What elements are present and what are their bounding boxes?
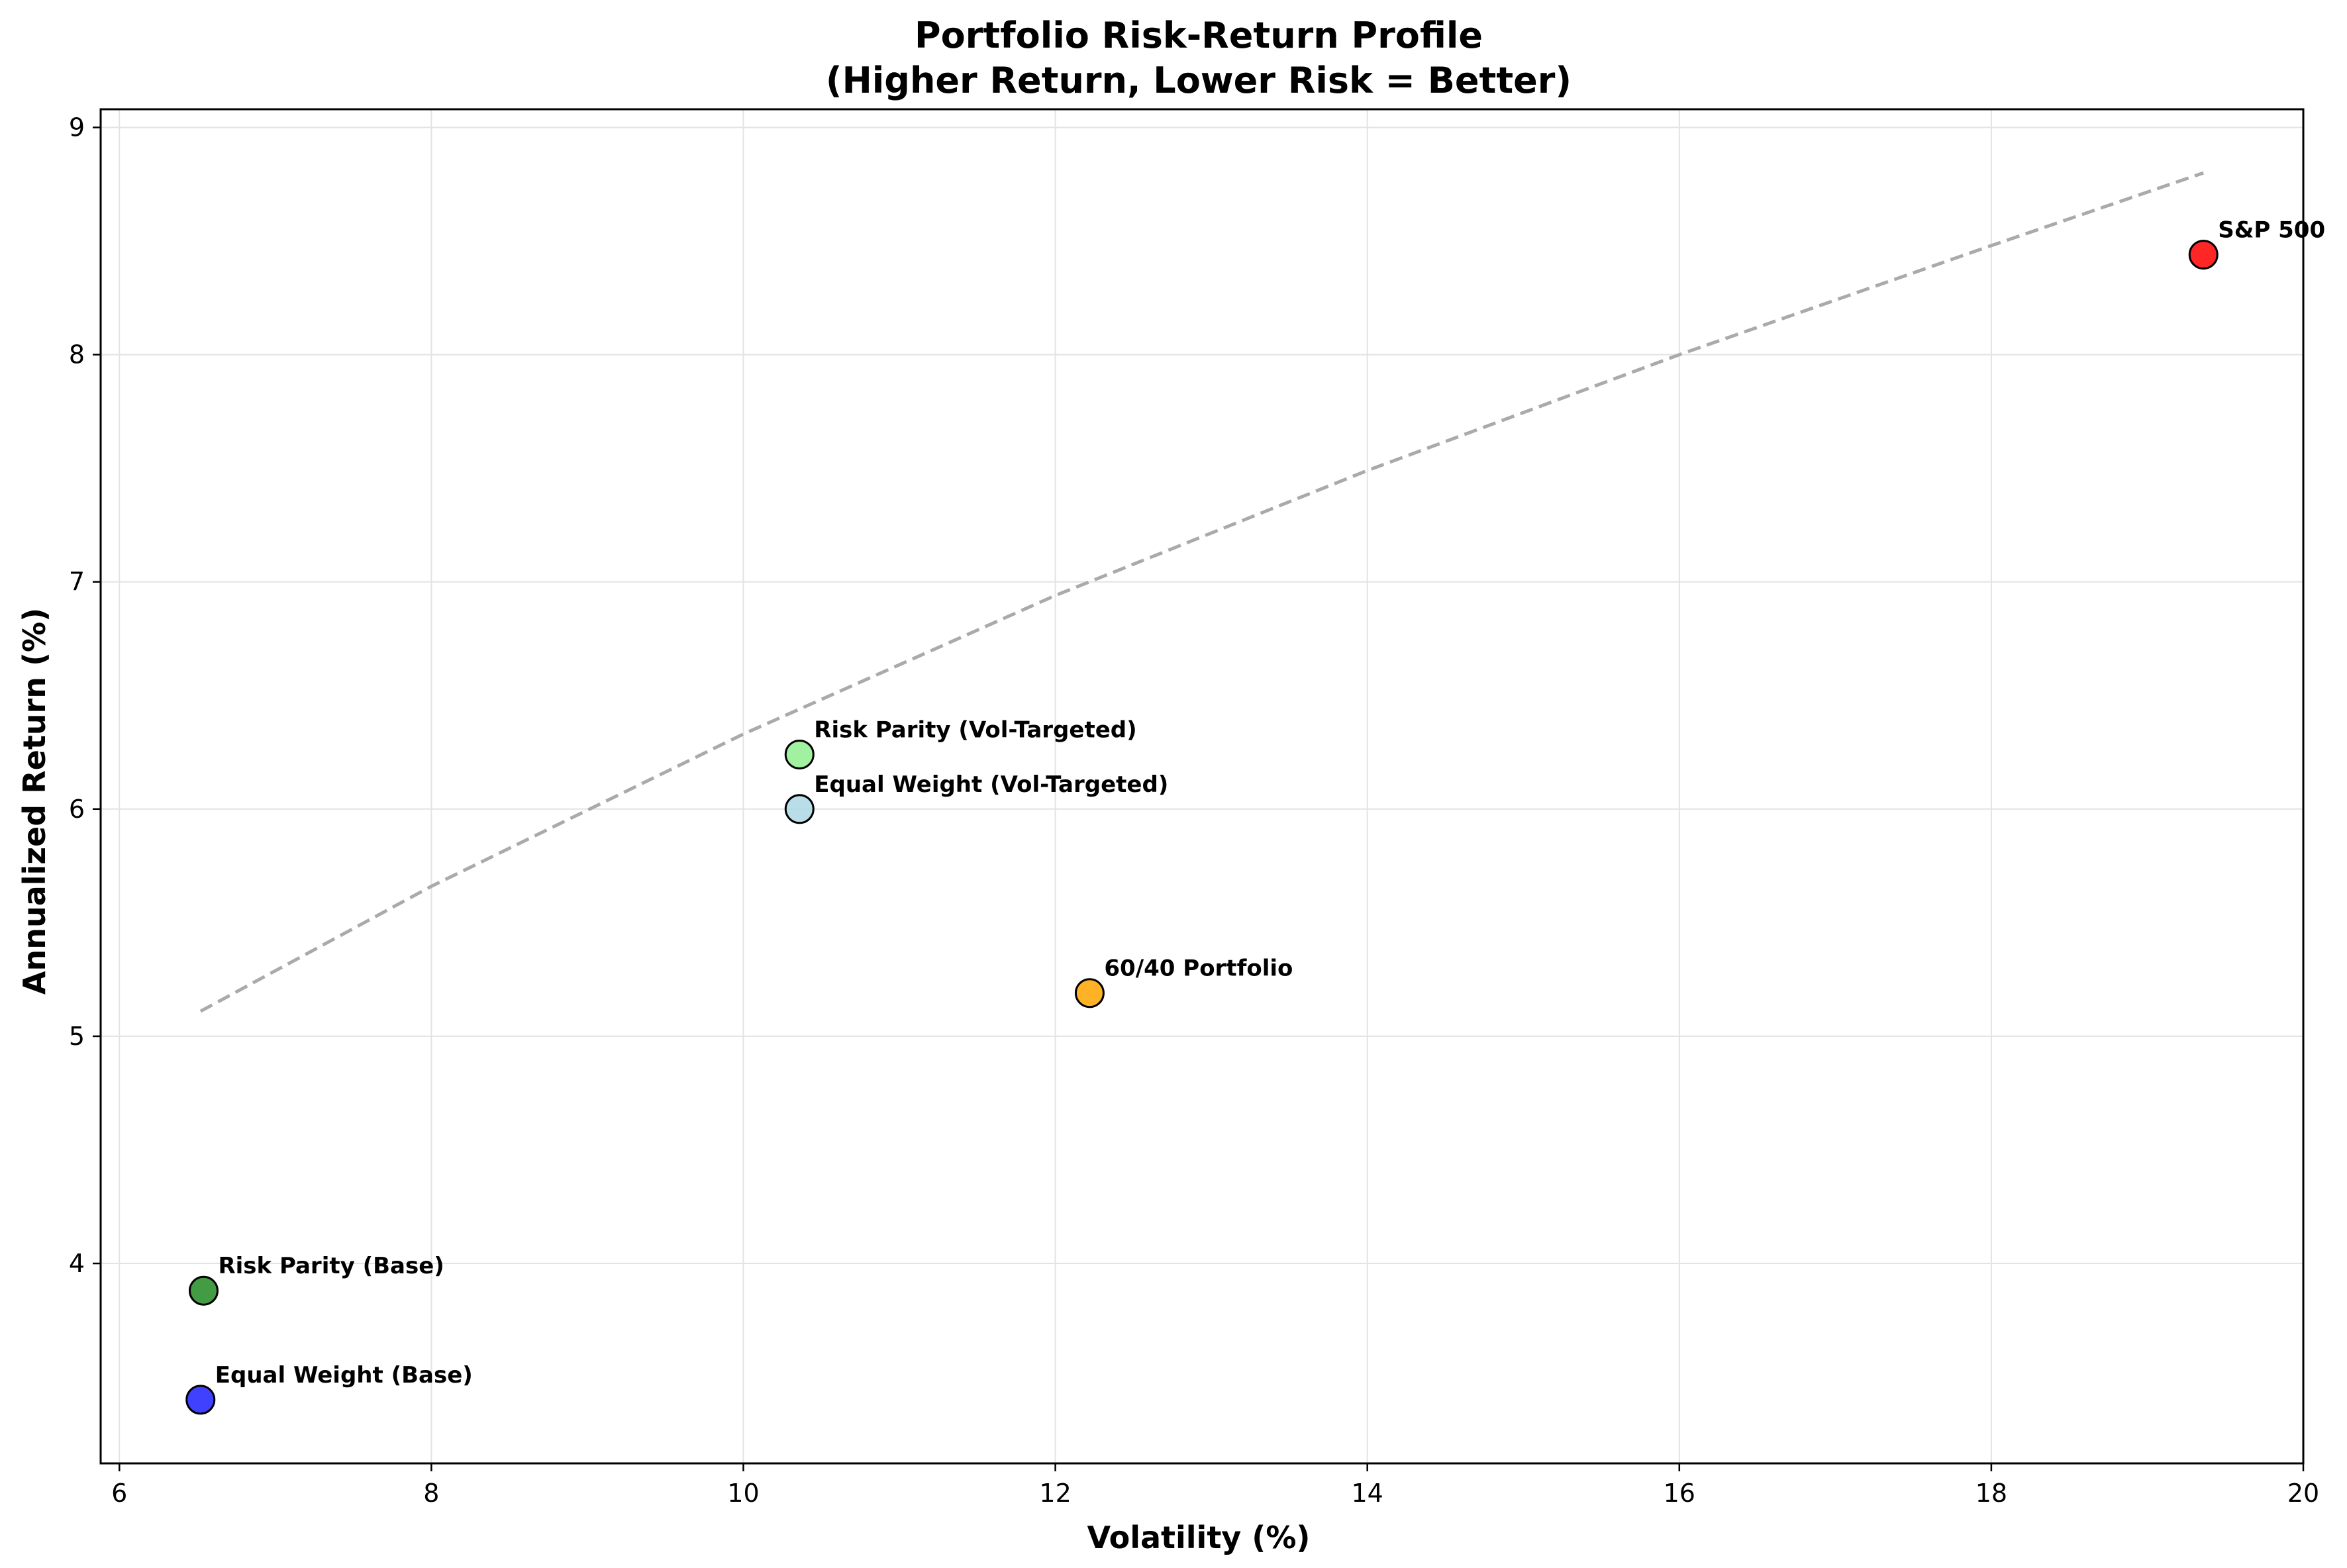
x-tick-label: 16	[1664, 1479, 1695, 1508]
x-tick-label: 12	[1039, 1479, 1071, 1508]
y-tick-label: 4	[69, 1249, 85, 1278]
point-label: S&P 500	[2218, 217, 2325, 244]
point-label: Equal Weight (Vol-Targeted)	[814, 771, 1168, 798]
data-points	[185, 240, 2219, 1415]
scatter-point	[1074, 978, 1105, 1008]
point-label: 60/40 Portfolio	[1104, 956, 1293, 982]
scatter-point	[188, 1275, 219, 1306]
x-tick-label: 8	[423, 1479, 439, 1508]
chart-title: Portfolio Risk-Return Profile	[915, 15, 1483, 56]
scatter-point	[185, 1385, 216, 1415]
trend-line-group	[199, 171, 2205, 1013]
y-tick-label: 7	[69, 567, 85, 597]
scatter-point	[784, 739, 815, 769]
x-axis-label: Volatility (%)	[1087, 1520, 1311, 1555]
x-tick-label: 18	[1975, 1479, 2007, 1508]
scatter-point	[784, 794, 815, 824]
x-tick-label: 6	[111, 1479, 127, 1508]
point-label: Risk Parity (Base)	[218, 1253, 444, 1279]
point-labels: Equal Weight (Base) Risk Parity (Base) Ris…	[215, 217, 2325, 1389]
x-tick-label: 10	[727, 1479, 759, 1508]
y-tick-label: 6	[69, 795, 85, 824]
scatter-point	[2188, 240, 2219, 270]
x-tick-label: 14	[1352, 1479, 1383, 1508]
grid-lines	[101, 109, 2304, 1463]
y-tick-label: 9	[69, 113, 85, 142]
y-axis-label: Annualized Return (%)	[17, 608, 52, 995]
x-tick-label: 20	[2287, 1479, 2319, 1508]
x-axis-ticks: 6 8 10 12 14 16 18 20	[111, 1463, 2319, 1508]
y-tick-label: 8	[69, 340, 85, 369]
point-label: Risk Parity (Vol-Targeted)	[814, 716, 1136, 743]
plot-frame	[99, 108, 2305, 1465]
chart-subtitle: (Higher Return, Lower Risk = Better)	[826, 60, 1572, 101]
y-axis-ticks: 4 5 6 7 8 9	[69, 113, 101, 1278]
trend-line	[199, 171, 2205, 1013]
point-label: Equal Weight (Base)	[215, 1362, 473, 1389]
y-tick-label: 5	[69, 1022, 85, 1051]
